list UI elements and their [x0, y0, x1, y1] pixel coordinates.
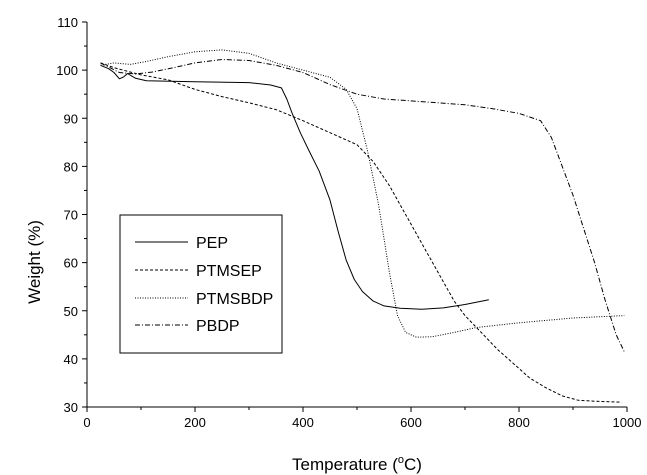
series-line-ptmsep [100, 62, 622, 403]
legend-entry: PBDP [135, 318, 240, 335]
legend-label: PBDP [196, 318, 240, 335]
legend-label: PEP [196, 235, 228, 252]
y-tick-label: 30 [64, 400, 78, 415]
x-axis-title: Temperature (oC) [292, 454, 422, 474]
legend: PEP PTMSEP PTMSBDP PBDP [119, 214, 283, 354]
legend-label: PTMSBDP [196, 291, 273, 308]
y-tick-label: 110 [57, 15, 78, 30]
legend-entry: PTMSEP [135, 263, 262, 280]
y-tick-label: 60 [64, 256, 78, 271]
x-tick-label: 400 [292, 415, 314, 430]
legend-entry: PTMSBDP [135, 291, 273, 308]
x-tick-label: 0 [83, 415, 90, 430]
y-tick-label: 40 [64, 352, 78, 367]
y-tick-label: 100 [56, 63, 78, 78]
series-line-pep [100, 64, 489, 310]
legend-label: PTMSEP [196, 263, 262, 280]
plot-area [100, 49, 625, 403]
x-tick-label: 200 [184, 415, 206, 430]
x-tick-label: 600 [400, 415, 422, 430]
legend-entry: PEP [135, 235, 228, 252]
y-tick-label: 70 [64, 208, 78, 223]
y-tick-label: 80 [64, 159, 78, 174]
y-tick-label: 90 [64, 111, 78, 126]
legend-box [119, 214, 283, 354]
x-tick-label: 800 [508, 415, 530, 430]
series-line-pbdp [100, 59, 625, 352]
x-tick-label: 1000 [613, 415, 642, 430]
y-tick-label: 50 [64, 304, 78, 319]
y-axis-title: Weight (%) [25, 220, 44, 304]
axes: 0 200 400 600 800 1000 30 40 50 60 70 80 90 100 110 [56, 15, 641, 430]
